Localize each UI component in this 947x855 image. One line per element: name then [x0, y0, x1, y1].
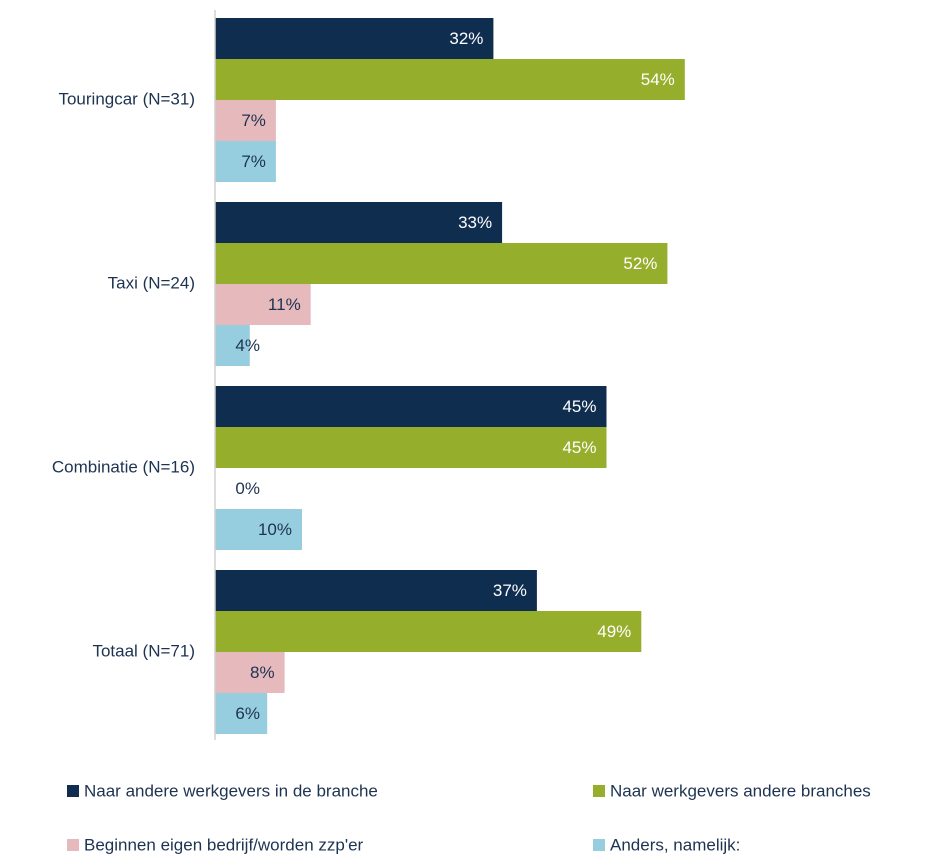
- value-label: 33%: [458, 213, 492, 232]
- value-label: 10%: [258, 520, 292, 539]
- legend-swatch: [67, 785, 79, 797]
- bar: [215, 652, 285, 693]
- category-label: Totaal (N=71): [92, 641, 195, 660]
- value-label: 52%: [623, 254, 657, 273]
- legend-label: Naar werkgevers andere branches: [610, 781, 871, 800]
- value-label: 32%: [449, 29, 483, 48]
- legend-swatch: [67, 839, 79, 851]
- value-label: 45%: [562, 397, 596, 416]
- legend-label: Anders, namelijk:: [610, 835, 740, 854]
- category-label: Touringcar (N=31): [58, 89, 195, 108]
- bar: [215, 325, 250, 366]
- value-label: 6%: [235, 704, 260, 723]
- value-label: 45%: [562, 438, 596, 457]
- bar: [215, 427, 607, 468]
- bar: [215, 693, 268, 734]
- bar: [215, 570, 537, 611]
- legend-swatch: [593, 785, 605, 797]
- bar: [215, 509, 302, 550]
- value-label: 7%: [241, 152, 266, 171]
- bar: [215, 18, 494, 59]
- legend-label: Beginnen eigen bedrijf/worden zzp'er: [84, 835, 364, 854]
- value-label: 54%: [641, 70, 675, 89]
- bar: [215, 386, 607, 427]
- value-label: 8%: [250, 663, 275, 682]
- value-label: 49%: [597, 622, 631, 641]
- bar: [215, 611, 642, 652]
- bar: [215, 284, 311, 325]
- legend-label: Naar andere werkgevers in de branche: [84, 781, 378, 800]
- value-label: 7%: [241, 111, 266, 130]
- value-label: 4%: [235, 336, 260, 355]
- bar: [215, 141, 276, 182]
- bar: [215, 59, 685, 100]
- bar: [215, 100, 276, 141]
- bar: [215, 243, 668, 284]
- legend-swatch: [593, 839, 605, 851]
- value-label: 37%: [493, 581, 527, 600]
- value-label: 0%: [235, 479, 260, 498]
- bar: [215, 202, 503, 243]
- category-label: Taxi (N=24): [108, 273, 195, 292]
- value-label: 11%: [268, 295, 301, 314]
- category-label: Combinatie (N=16): [52, 457, 195, 476]
